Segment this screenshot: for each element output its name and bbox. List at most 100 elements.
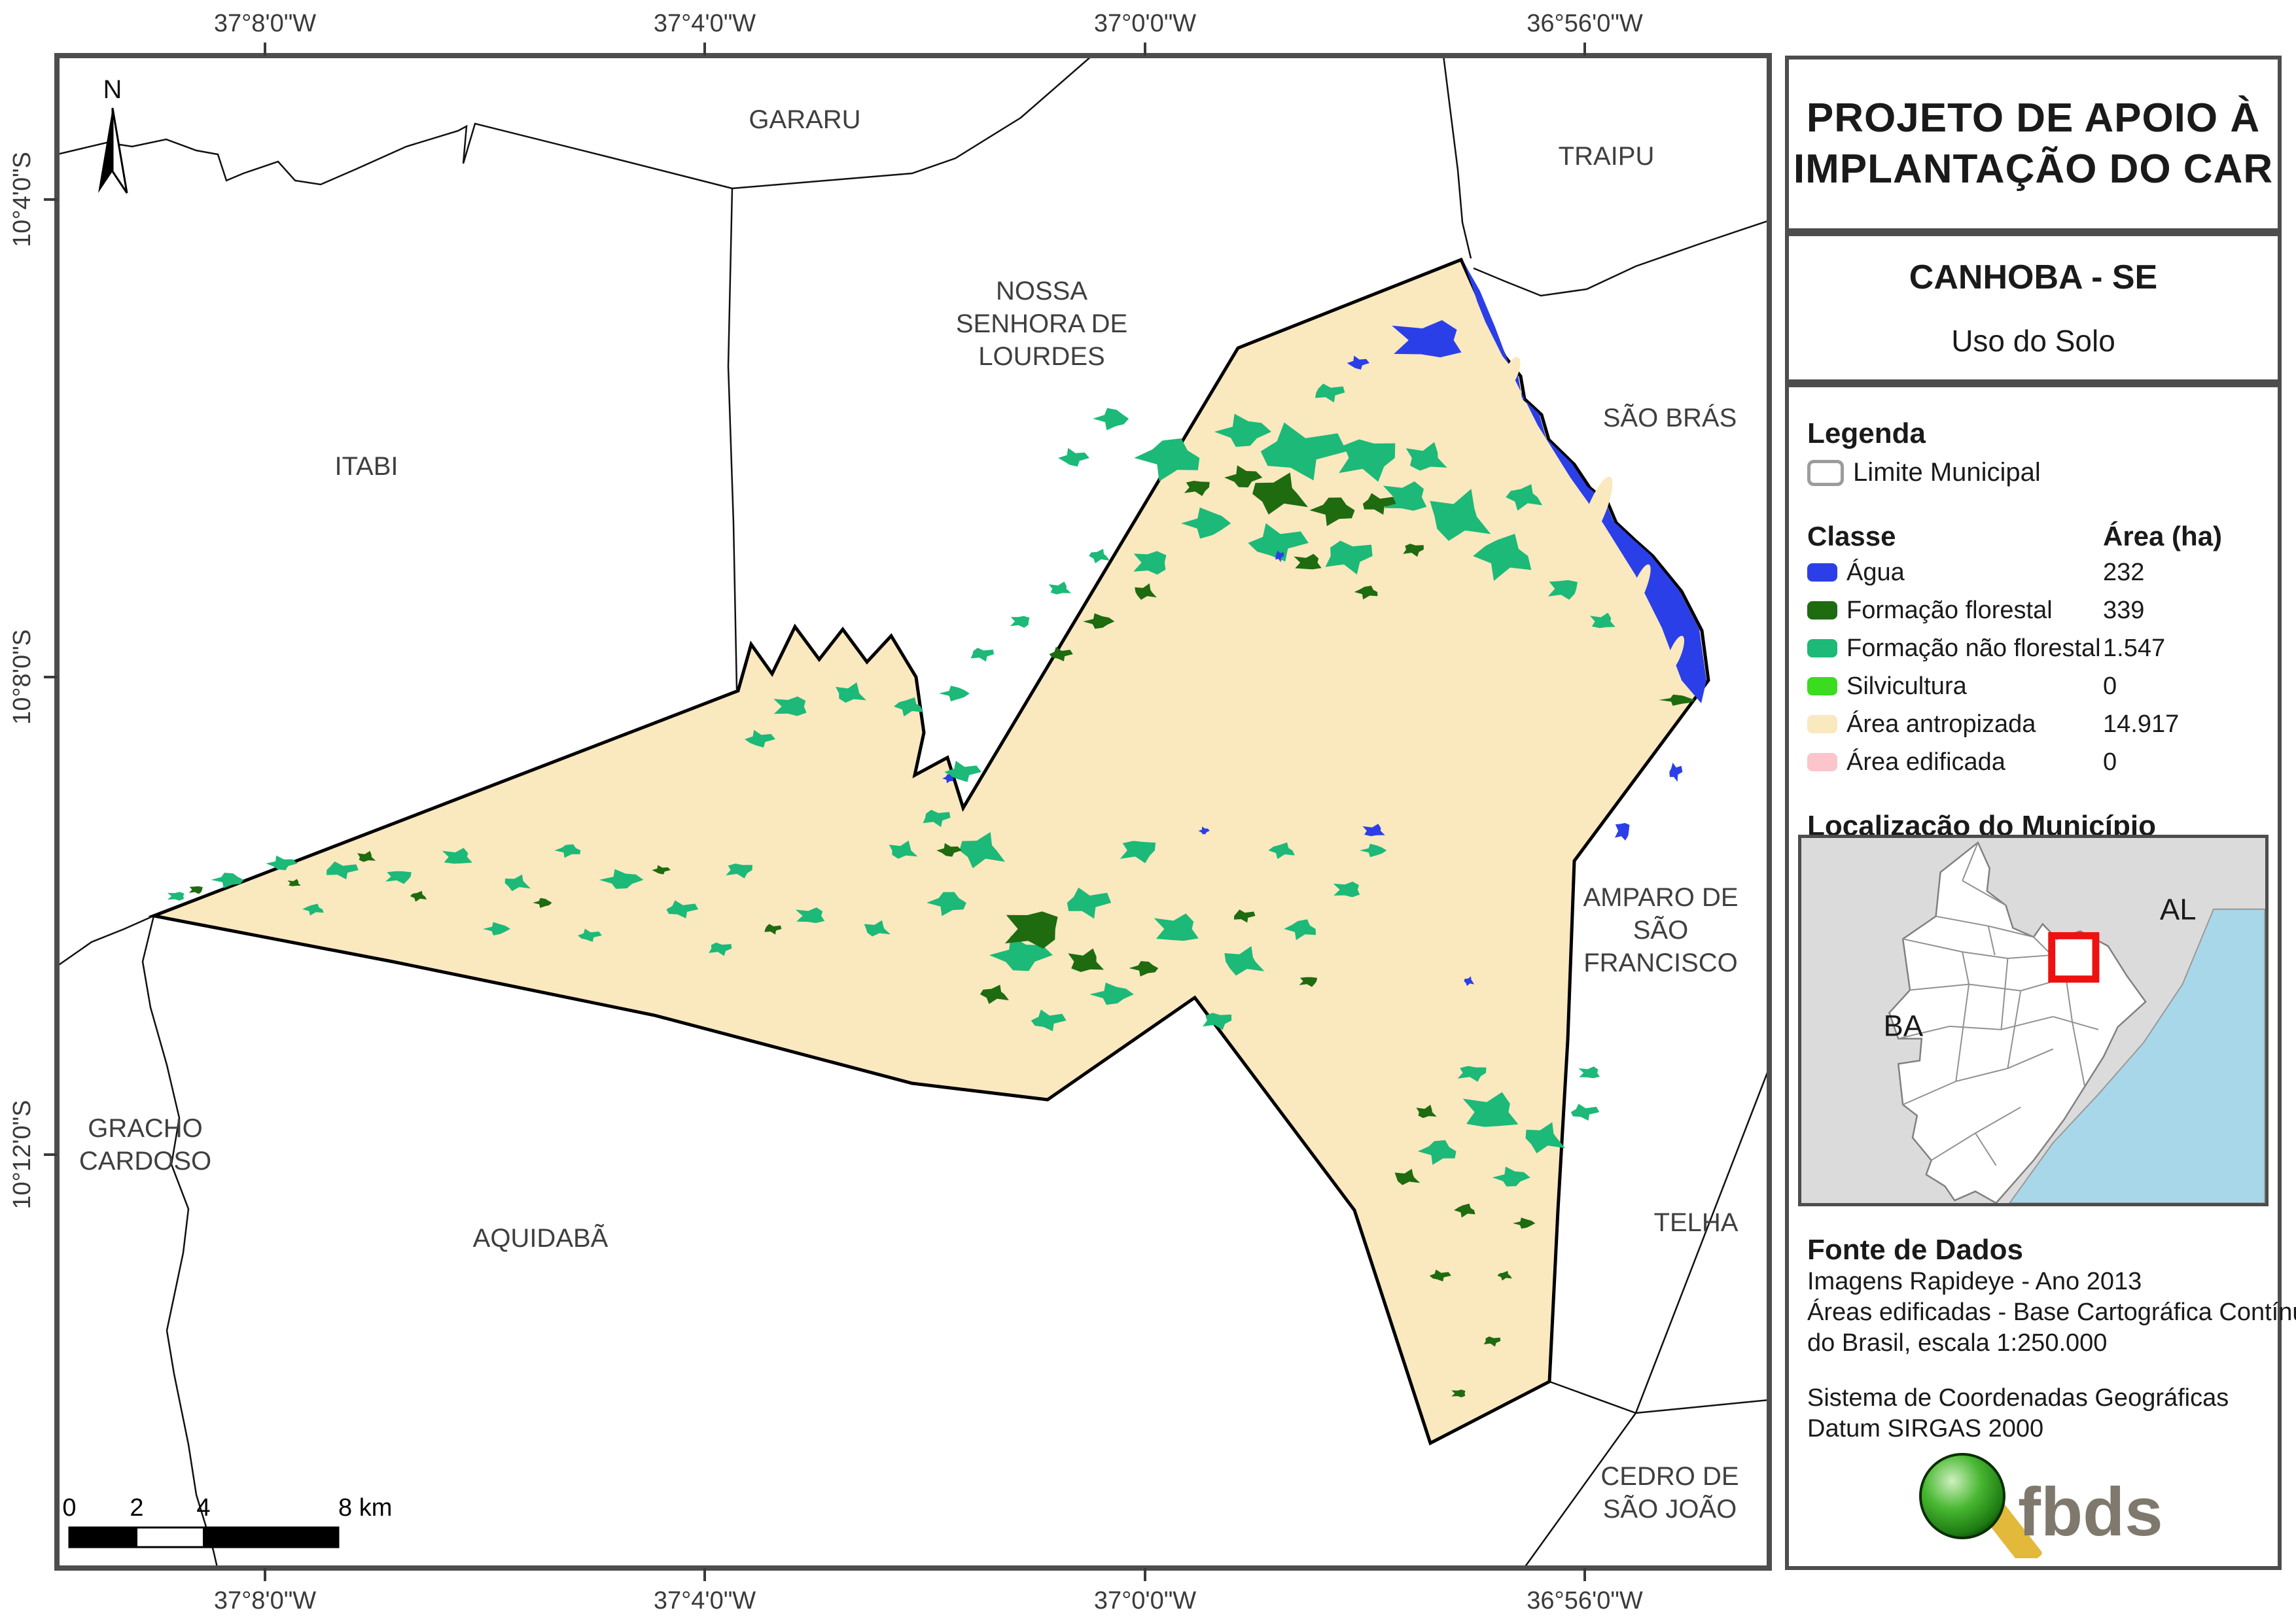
patch-formacao-nao-florestal xyxy=(504,874,531,892)
patch-formacao-nao-florestal xyxy=(1089,983,1134,1005)
patch-formacao-nao-florestal xyxy=(1214,413,1271,447)
map-label: TRAIPU xyxy=(1559,142,1655,171)
municipality-name: CANHOBA - SE xyxy=(1909,258,2158,296)
patch-agua xyxy=(1614,823,1630,841)
lake xyxy=(1392,320,1462,358)
patch-formacao-florestal xyxy=(533,898,552,908)
scalebar-segment xyxy=(69,1527,137,1548)
patch-formacao-nao-florestal xyxy=(1525,1122,1566,1153)
legend-area-value: 232 xyxy=(2103,558,2145,586)
legend-rows: Água 232 Formação florestal 339 Formação não… xyxy=(1807,553,2265,781)
latitude-label-left: 10°12'0"S xyxy=(9,1100,36,1210)
locator-state-label: BA xyxy=(1883,1009,1923,1043)
scalebar-label: 8 km xyxy=(338,1494,392,1522)
locator-municipal-line xyxy=(1962,880,2006,906)
legend-area-value: 1.547 xyxy=(2103,634,2166,662)
legend-swatch xyxy=(1807,563,1837,582)
legend-label: Área antropizada xyxy=(1846,710,2036,738)
patch-formacao-nao-florestal xyxy=(1339,439,1396,482)
patch-formacao-nao-florestal xyxy=(1133,551,1167,575)
patch-formacao-nao-florestal xyxy=(1031,1009,1067,1032)
map-frame xyxy=(54,53,1772,1571)
municipality-highlight-box xyxy=(2048,932,2100,983)
patch-formacao-florestal xyxy=(1454,1203,1475,1218)
locator-state-label: AL xyxy=(2160,893,2197,926)
map-label: GARARU xyxy=(749,105,860,134)
scalebar-segment xyxy=(136,1527,204,1548)
patch-formacao-florestal xyxy=(1394,1168,1421,1185)
patch-formacao-florestal xyxy=(188,886,203,894)
patch-formacao-nao-florestal xyxy=(442,848,472,864)
locator-municipal-line xyxy=(1987,926,1996,956)
patch-formacao-florestal xyxy=(410,890,427,902)
patch-formacao-nao-florestal xyxy=(1058,447,1089,467)
patch-formacao-nao-florestal xyxy=(959,831,1005,869)
locator-municipal-line xyxy=(1956,1068,2008,1082)
patch-formacao-florestal xyxy=(1184,481,1210,497)
patch-formacao-florestal xyxy=(1451,1389,1466,1398)
green-sphere-icon xyxy=(1919,1453,2005,1539)
patch-formacao-nao-florestal xyxy=(944,760,981,782)
patch-formacao-nao-florestal xyxy=(385,871,412,884)
source-line-2: Áreas edificadas - Base Cartográfica Con… xyxy=(1807,1299,2296,1326)
longitude-label-top: 37°8'0"W xyxy=(214,10,316,37)
legend-area-value: 14.917 xyxy=(2103,710,2180,738)
patch-formacao-nao-florestal xyxy=(1181,507,1231,539)
patch-formacao-florestal xyxy=(652,865,671,875)
patch-formacao-nao-florestal xyxy=(1325,540,1373,575)
patch-agua xyxy=(1464,976,1474,986)
patch-formacao-nao-florestal xyxy=(1462,1092,1519,1127)
patch-formacao-nao-florestal xyxy=(864,920,891,937)
patch-formacao-nao-florestal xyxy=(939,686,970,702)
patch-formacao-nao-florestal xyxy=(773,696,807,716)
patch-formacao-nao-florestal xyxy=(923,809,951,828)
patch-formacao-nao-florestal xyxy=(1093,408,1129,430)
locator-municipal-line xyxy=(1962,951,1970,985)
patch-formacao-nao-florestal xyxy=(989,935,1053,971)
patch-formacao-nao-florestal xyxy=(1284,919,1316,941)
river-island xyxy=(1666,635,1684,673)
legend-label: Formação não florestal xyxy=(1846,634,2101,662)
patch-formacao-nao-florestal xyxy=(1067,887,1112,919)
source-line-3: do Brasil, escala 1:250.000 xyxy=(1807,1329,2108,1357)
patch-formacao-nao-florestal xyxy=(666,900,699,918)
map-label: CEDRO DE xyxy=(1600,1462,1739,1491)
patch-formacao-nao-florestal xyxy=(1333,881,1360,898)
patch-agua xyxy=(1669,762,1683,782)
municipal-boundary-line xyxy=(1634,1067,1769,1414)
patch-formacao-florestal xyxy=(1497,1270,1512,1281)
patch-formacao-florestal xyxy=(1049,646,1073,661)
legend-row-1: Água 232 xyxy=(1807,553,2265,591)
map-label: AMPARO DE xyxy=(1583,883,1738,912)
north-arrow-icon xyxy=(98,108,113,193)
map-label: SÃO BRÁS xyxy=(1603,403,1737,432)
scalebar-label: 2 xyxy=(130,1494,143,1522)
patch-formacao-florestal xyxy=(1659,694,1695,706)
patch-formacao-florestal xyxy=(1362,493,1396,515)
patch-formacao-nao-florestal xyxy=(1048,582,1071,595)
river-island xyxy=(1502,357,1521,389)
map-label: CARDOSO xyxy=(79,1147,211,1176)
locator-municipal-line xyxy=(1949,1025,2002,1030)
map-label: NOSSA xyxy=(996,277,1087,305)
patch-formacao-florestal xyxy=(1354,585,1378,600)
municipal-boundary-line xyxy=(1442,56,1472,259)
patch-formacao-nao-florestal xyxy=(167,892,185,901)
patch-formacao-nao-florestal xyxy=(795,907,825,923)
patch-formacao-florestal xyxy=(1483,1336,1501,1347)
patch-formacao-florestal xyxy=(1129,961,1159,977)
patch-formacao-nao-florestal xyxy=(709,942,732,956)
patch-formacao-florestal xyxy=(1224,465,1263,488)
project-title-line1: PROJETO DE APOIO À xyxy=(1806,96,2261,141)
locator-municipal-line xyxy=(1935,915,1988,927)
municipal-boundary-line xyxy=(1523,1412,1637,1568)
scalebar-label: 0 xyxy=(62,1494,76,1522)
longitude-label-bottom: 36°56'0"W xyxy=(1527,1587,1643,1614)
locator-municipal-line xyxy=(2072,1022,2086,1087)
patch-formacao-nao-florestal xyxy=(970,648,995,662)
patch-formacao-florestal xyxy=(1068,948,1104,972)
municipal-boundary-line xyxy=(141,915,219,1568)
patch-formacao-nao-florestal xyxy=(1120,841,1156,864)
patch-formacao-florestal xyxy=(1234,909,1256,923)
